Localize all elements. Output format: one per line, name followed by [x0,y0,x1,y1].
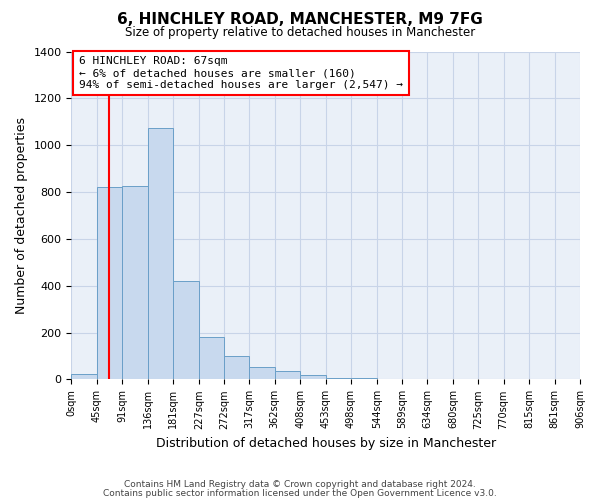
Y-axis label: Number of detached properties: Number of detached properties [15,117,28,314]
Bar [148,128,173,380]
Bar [250,366,275,380]
Text: Contains public sector information licensed under the Open Government Licence v3: Contains public sector information licen… [103,488,497,498]
Bar [122,186,148,380]
Text: Size of property relative to detached houses in Manchester: Size of property relative to detached ho… [125,26,475,39]
Bar [351,378,377,380]
Bar [301,375,326,380]
Bar [275,371,301,380]
Text: Contains HM Land Registry data © Crown copyright and database right 2024.: Contains HM Land Registry data © Crown c… [124,480,476,489]
Bar [173,281,199,380]
Text: 6 HINCHLEY ROAD: 67sqm
← 6% of detached houses are smaller (160)
94% of semi-det: 6 HINCHLEY ROAD: 67sqm ← 6% of detached … [79,56,403,90]
Bar [71,374,97,380]
X-axis label: Distribution of detached houses by size in Manchester: Distribution of detached houses by size … [155,437,496,450]
Bar [199,338,224,380]
Bar [97,188,122,380]
Bar [326,378,351,380]
Text: 6, HINCHLEY ROAD, MANCHESTER, M9 7FG: 6, HINCHLEY ROAD, MANCHESTER, M9 7FG [117,12,483,28]
Bar [224,356,250,380]
